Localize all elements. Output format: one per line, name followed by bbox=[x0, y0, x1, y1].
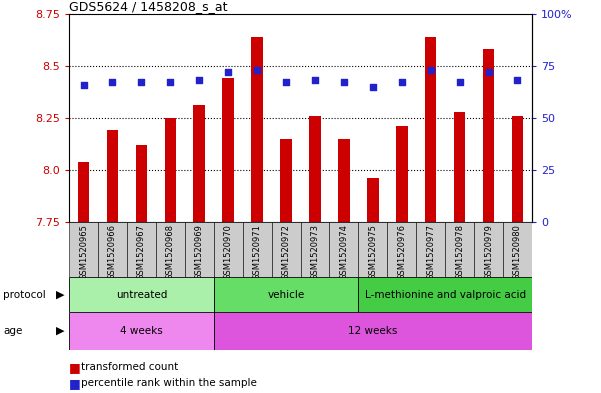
Bar bbox=[483, 49, 494, 222]
Bar bbox=[69, 277, 214, 312]
Text: 4 weeks: 4 weeks bbox=[120, 326, 163, 336]
Text: GSM1520978: GSM1520978 bbox=[455, 224, 464, 280]
Bar bbox=[98, 222, 127, 277]
Bar bbox=[194, 105, 205, 222]
Bar bbox=[454, 112, 465, 222]
Point bbox=[310, 77, 320, 84]
Point bbox=[339, 79, 349, 86]
Bar bbox=[338, 139, 350, 222]
Bar bbox=[416, 222, 445, 277]
Bar bbox=[329, 222, 358, 277]
Point bbox=[397, 79, 406, 86]
Bar bbox=[251, 37, 263, 222]
Bar bbox=[358, 222, 387, 277]
Bar bbox=[214, 222, 243, 277]
Text: GDS5624 / 1458208_s_at: GDS5624 / 1458208_s_at bbox=[69, 0, 228, 13]
Text: GSM1520970: GSM1520970 bbox=[224, 224, 233, 279]
Point bbox=[513, 77, 522, 84]
Bar bbox=[396, 126, 407, 222]
Text: GSM1520979: GSM1520979 bbox=[484, 224, 493, 279]
Bar bbox=[474, 222, 503, 277]
Text: vehicle: vehicle bbox=[267, 290, 305, 300]
Text: percentile rank within the sample: percentile rank within the sample bbox=[81, 378, 257, 388]
Bar bbox=[300, 222, 329, 277]
Text: GSM1520977: GSM1520977 bbox=[426, 224, 435, 280]
Point bbox=[455, 79, 465, 86]
Text: GSM1520975: GSM1520975 bbox=[368, 224, 377, 279]
Point bbox=[224, 69, 233, 75]
Text: GSM1520980: GSM1520980 bbox=[513, 224, 522, 279]
Bar bbox=[445, 222, 474, 277]
Point bbox=[426, 67, 436, 73]
Bar bbox=[425, 37, 436, 222]
Text: ▶: ▶ bbox=[56, 326, 65, 336]
Point bbox=[281, 79, 291, 86]
Bar bbox=[243, 222, 272, 277]
Bar bbox=[309, 116, 321, 222]
Bar bbox=[214, 312, 532, 350]
Text: GSM1520974: GSM1520974 bbox=[340, 224, 349, 279]
Bar bbox=[78, 162, 90, 222]
Point bbox=[108, 79, 117, 86]
Point bbox=[79, 81, 88, 88]
Bar bbox=[272, 222, 300, 277]
Point bbox=[165, 79, 175, 86]
Text: GSM1520971: GSM1520971 bbox=[252, 224, 261, 279]
Point bbox=[368, 84, 377, 90]
Text: ▶: ▶ bbox=[56, 290, 65, 300]
Point bbox=[136, 79, 146, 86]
Text: ■: ■ bbox=[69, 376, 81, 390]
Bar bbox=[503, 222, 532, 277]
Bar bbox=[69, 222, 98, 277]
Bar bbox=[185, 222, 214, 277]
Bar bbox=[367, 178, 379, 222]
Bar bbox=[165, 118, 176, 222]
Bar bbox=[107, 130, 118, 222]
Point bbox=[252, 67, 262, 73]
Text: untreated: untreated bbox=[116, 290, 167, 300]
Text: ■: ■ bbox=[69, 361, 81, 374]
Bar bbox=[358, 277, 532, 312]
Bar bbox=[280, 139, 292, 222]
Text: protocol: protocol bbox=[3, 290, 46, 300]
Bar bbox=[214, 277, 358, 312]
Text: GSM1520968: GSM1520968 bbox=[166, 224, 175, 280]
Bar bbox=[136, 145, 147, 222]
Bar bbox=[222, 78, 234, 222]
Text: GSM1520972: GSM1520972 bbox=[281, 224, 290, 279]
Text: GSM1520973: GSM1520973 bbox=[311, 224, 320, 280]
Text: age: age bbox=[3, 326, 22, 336]
Text: GSM1520967: GSM1520967 bbox=[137, 224, 146, 280]
Text: GSM1520965: GSM1520965 bbox=[79, 224, 88, 279]
Text: L-methionine and valproic acid: L-methionine and valproic acid bbox=[365, 290, 526, 300]
Bar bbox=[387, 222, 416, 277]
Point bbox=[484, 69, 493, 75]
Text: GSM1520969: GSM1520969 bbox=[195, 224, 204, 279]
Text: GSM1520966: GSM1520966 bbox=[108, 224, 117, 280]
Text: GSM1520976: GSM1520976 bbox=[397, 224, 406, 280]
Bar bbox=[511, 116, 523, 222]
Text: transformed count: transformed count bbox=[81, 362, 178, 373]
Text: 12 weeks: 12 weeks bbox=[348, 326, 397, 336]
Bar bbox=[69, 312, 214, 350]
Point bbox=[195, 77, 204, 84]
Bar bbox=[156, 222, 185, 277]
Bar bbox=[127, 222, 156, 277]
